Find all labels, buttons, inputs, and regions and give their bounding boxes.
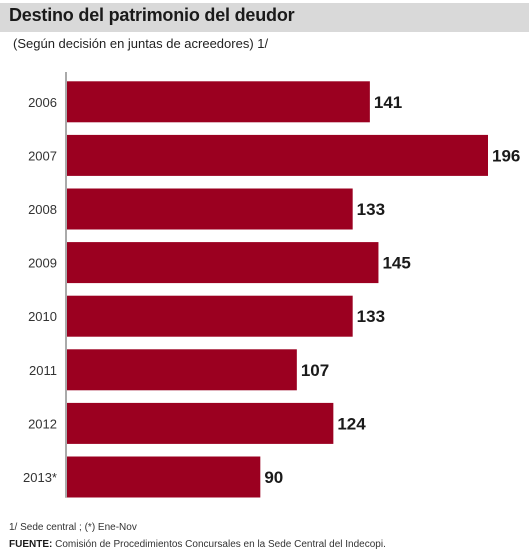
bar-2013 bbox=[67, 456, 261, 498]
bar-2010 bbox=[67, 295, 353, 337]
chart-subtitle: (Según decisión en juntas de acreedores)… bbox=[13, 36, 269, 51]
category-label: 2007 bbox=[28, 148, 57, 163]
value-label: 90 bbox=[264, 468, 283, 487]
value-label: 133 bbox=[357, 307, 385, 326]
value-label: 141 bbox=[374, 93, 402, 112]
bar-2008 bbox=[67, 188, 353, 230]
value-label: 124 bbox=[337, 414, 366, 433]
value-label: 196 bbox=[492, 146, 520, 165]
category-label: 2011 bbox=[29, 363, 57, 378]
bar-chart: 2006 141 2007 196 2008 133 2009 145 2010 133 2011 1… bbox=[23, 72, 520, 498]
source-label: FUENTE: bbox=[9, 539, 53, 550]
category-label: 2013* bbox=[23, 470, 57, 485]
bar-2006 bbox=[67, 81, 370, 123]
bar-2011 bbox=[67, 349, 297, 391]
footnote: 1/ Sede central ; (*) Ene-Nov bbox=[9, 522, 137, 533]
category-label: 2012 bbox=[28, 416, 57, 431]
bar-2007 bbox=[67, 134, 488, 176]
value-label: 133 bbox=[357, 200, 385, 219]
source-note: FUENTE: Comisión de Procedimientos Concu… bbox=[9, 539, 386, 550]
value-label: 107 bbox=[301, 361, 329, 380]
bar-2012 bbox=[67, 402, 334, 444]
category-label: 2010 bbox=[28, 309, 57, 324]
value-label: 145 bbox=[382, 254, 410, 273]
source-text: Comisión de Procedimientos Concursales e… bbox=[52, 539, 386, 550]
bar-2009 bbox=[67, 242, 379, 284]
category-label: 2008 bbox=[28, 202, 57, 217]
category-label: 2006 bbox=[28, 95, 57, 110]
category-label: 2009 bbox=[28, 256, 57, 271]
chart-title: Destino del patrimonio del deudor bbox=[9, 5, 295, 25]
title-bar bbox=[0, 3, 529, 32]
